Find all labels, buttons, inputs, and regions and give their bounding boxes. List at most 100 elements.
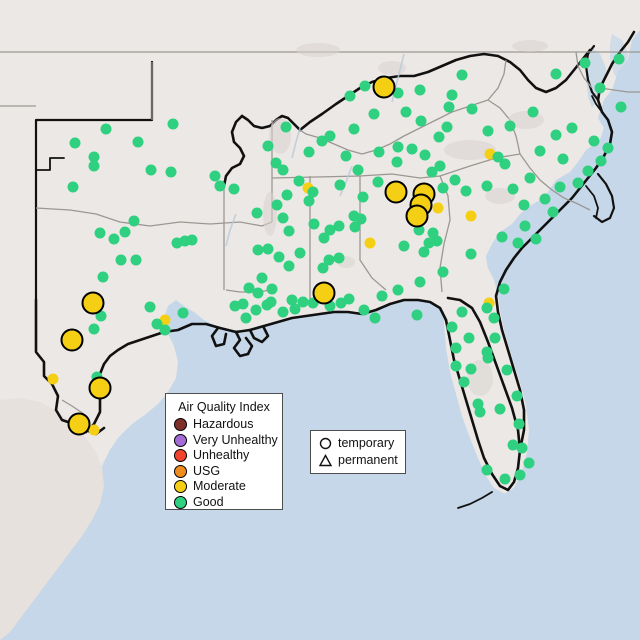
monitor-site-marker[interactable] [88,376,112,400]
monitor-site-marker[interactable] [308,218,320,230]
monitor-site-marker[interactable] [368,108,380,120]
monitor-site-marker[interactable] [530,233,542,245]
monitor-site-marker[interactable] [481,302,493,314]
monitor-site-marker[interactable] [376,290,388,302]
monitor-site-marker[interactable] [449,174,461,186]
monitor-site-marker[interactable] [228,183,240,195]
monitor-site-marker[interactable] [186,234,198,246]
monitor-site-marker[interactable] [97,271,109,283]
monitor-site-marker[interactable] [359,80,371,92]
monitor-site-marker[interactable] [463,332,475,344]
monitor-site-marker[interactable] [481,464,493,476]
monitor-site-marker[interactable] [251,207,263,219]
monitor-site-marker[interactable] [474,406,486,418]
monitor-site-marker[interactable] [297,296,309,308]
legend-item-moderate[interactable]: Moderate [174,479,274,495]
monitor-site-marker[interactable] [324,300,336,312]
monitor-site-marker[interactable] [550,129,562,141]
monitor-site-marker[interactable] [465,363,477,375]
monitor-site-marker[interactable] [450,360,462,372]
monitor-site-marker[interactable] [434,160,446,172]
monitor-site-marker[interactable] [501,364,513,376]
monitor-site-marker[interactable] [516,442,528,454]
monitor-site-marker[interactable] [450,342,462,354]
monitor-site-marker[interactable] [240,312,252,324]
monitor-site-marker[interactable] [318,232,330,244]
legend-item-temporary[interactable]: temporary [318,435,399,452]
monitor-site-marker[interactable] [95,310,107,322]
monitor-site-marker[interactable] [364,237,376,249]
monitor-site-marker[interactable] [507,183,519,195]
monitor-site-marker[interactable] [419,149,431,161]
monitor-site-marker[interactable] [209,170,221,182]
legend-site-type[interactable]: temporary permanent [310,430,406,474]
monitor-site-marker[interactable] [334,179,346,191]
monitor-site-marker[interactable] [130,254,142,266]
monitor-site-marker[interactable] [465,248,477,260]
monitor-site-marker[interactable] [512,237,524,249]
monitor-site-marker[interactable] [119,226,131,238]
monitor-site-marker[interactable] [277,306,289,318]
monitor-site-marker[interactable] [369,312,381,324]
monitor-site-marker[interactable] [316,135,328,147]
monitor-site-marker[interactable] [482,125,494,137]
monitor-site-marker[interactable] [488,312,500,324]
monitor-site-marker[interactable] [443,101,455,113]
monitor-site-marker[interactable] [498,283,510,295]
monitor-site-marker[interactable] [303,195,315,207]
monitor-site-marker[interactable] [349,221,361,233]
monitor-site-marker[interactable] [167,118,179,130]
monitor-site-marker[interactable] [286,294,298,306]
monitor-site-marker[interactable] [283,225,295,237]
monitor-site-marker[interactable] [357,191,369,203]
monitor-site-marker[interactable] [398,240,410,252]
monitor-site-marker[interactable] [472,398,484,410]
monitor-site-marker[interactable] [514,469,526,481]
monitor-site-marker[interactable] [415,115,427,127]
monitor-site-marker[interactable] [281,189,293,201]
monitor-site-marker[interactable] [262,140,274,152]
monitor-site-marker[interactable] [405,204,429,228]
monitor-site-marker[interactable] [572,177,584,189]
monitor-site-marker[interactable] [595,155,607,167]
monitor-site-marker[interactable] [441,121,453,133]
monitor-site-marker[interactable] [358,304,370,316]
monitor-site-marker[interactable] [47,373,59,385]
monitor-site-marker[interactable] [446,89,458,101]
monitor-site-marker[interactable] [431,235,443,247]
monitor-site-marker[interactable] [335,297,347,309]
monitor-site-marker[interactable] [324,130,336,142]
monitor-site-marker[interactable] [317,262,329,274]
monitor-site-marker[interactable] [413,224,425,236]
monitor-site-marker[interactable] [294,247,306,259]
monitor-site-marker[interactable] [423,237,435,249]
monitor-site-marker[interactable] [324,224,336,236]
monitor-site-marker[interactable] [179,235,191,247]
monitor-site-marker[interactable] [550,68,562,80]
monitor-site-marker[interactable] [373,146,385,158]
monitor-site-marker[interactable] [333,220,345,232]
monitor-site-marker[interactable] [171,237,183,249]
monitor-site-marker[interactable] [283,260,295,272]
legend-item-hazardous[interactable]: Hazardous [174,417,274,433]
monitor-site-marker[interactable] [557,153,569,165]
monitor-site-marker[interactable] [615,101,627,113]
monitor-site-marker[interactable] [343,293,355,305]
monitor-site-marker[interactable] [384,180,408,204]
monitor-site-marker[interactable] [262,243,274,255]
monitor-site-marker[interactable] [484,148,496,160]
monitor-site-marker[interactable] [427,227,439,239]
monitor-site-marker[interactable] [88,160,100,172]
legend-item-usg[interactable]: USG [174,464,274,480]
monitor-site-marker[interactable] [432,202,444,214]
monitor-site-marker[interactable] [277,212,289,224]
monitor-site-marker[interactable] [465,210,477,222]
monitor-site-marker[interactable] [280,121,292,133]
monitor-site-marker[interactable] [312,281,336,305]
monitor-site-marker[interactable] [392,141,404,153]
monitor-site-marker[interactable] [400,106,412,118]
legend-item-unhealthy[interactable]: Unhealthy [174,448,274,464]
monitor-site-marker[interactable] [519,220,531,232]
monitor-site-marker[interactable] [437,182,449,194]
